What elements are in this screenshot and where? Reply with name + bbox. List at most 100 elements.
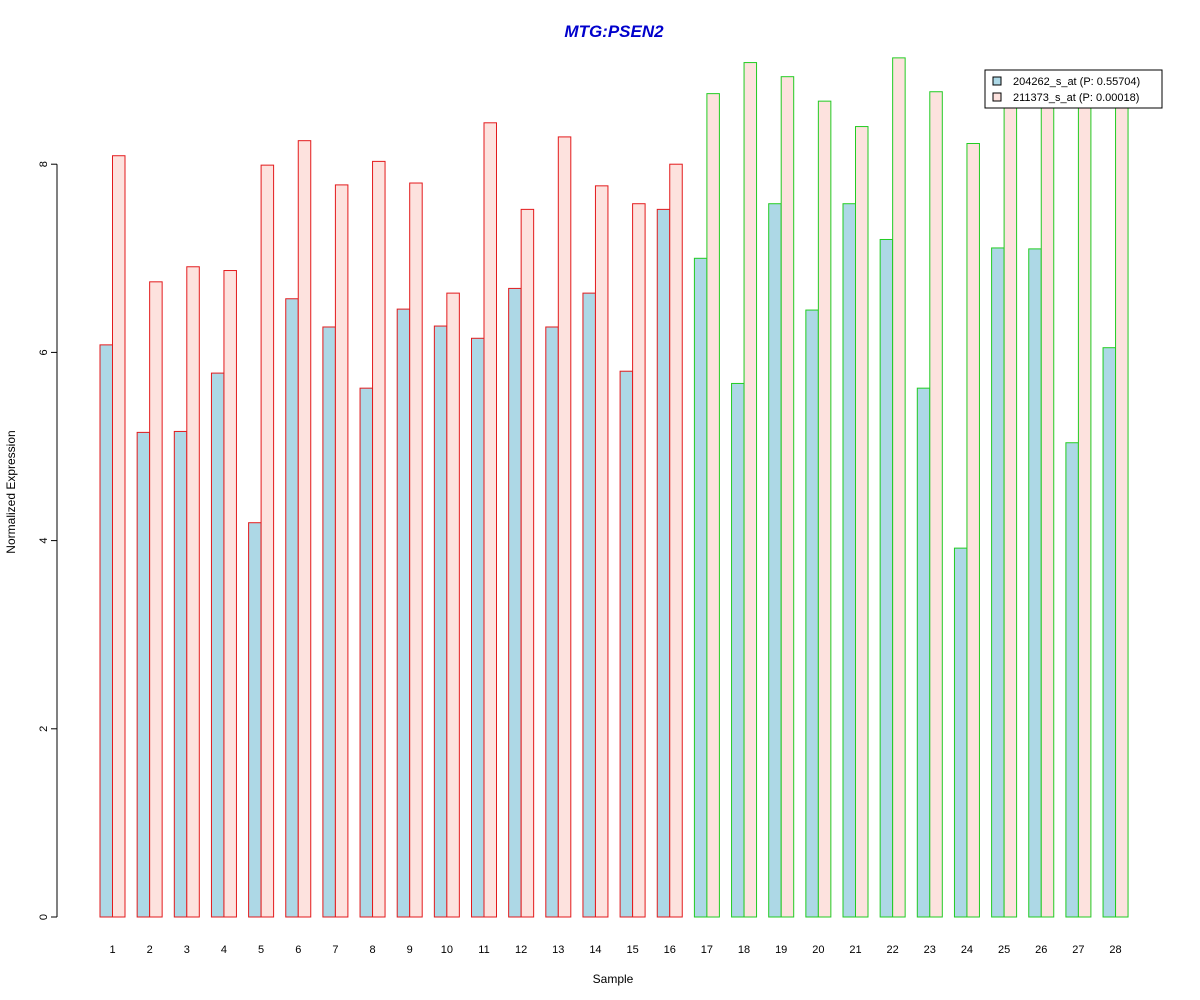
bar-s2-sample-27: [1077, 104, 1092, 918]
bar-s2-sample-9: [409, 182, 423, 918]
bar-s1-sample-28: [1102, 347, 1117, 918]
y-tick-label: 4: [38, 538, 50, 544]
bar-s1-sample-13: [545, 326, 559, 918]
x-axis-tick-labels: 1 2 3 4 5 6 7 8 9 10 11 12 13 14 15 16 17 18 19 20 21 22 23 24 2…: [109, 944, 1121, 956]
bar-s2-sample-24: [966, 143, 980, 918]
x-tick-label: 6: [295, 944, 301, 956]
bar-s2-sample-19: [780, 76, 795, 918]
bar-s1-sample-3: [173, 430, 188, 918]
bar-s2-sample-17: [706, 93, 720, 918]
bar-s2-sample-8: [372, 160, 386, 918]
bar-s2-sample-12: [520, 208, 535, 918]
bar-s2-sample-10: [446, 292, 460, 918]
bar-s1-sample-17: [693, 257, 708, 918]
legend-swatch-2: [992, 92, 1002, 102]
x-tick-label: 27: [1072, 944, 1084, 956]
bar-s2-sample-22: [892, 57, 906, 918]
bar-s1-sample-20: [805, 309, 819, 918]
bar-s1-sample-12: [508, 287, 522, 918]
x-tick-label: 13: [552, 944, 564, 956]
bar-s1-sample-19: [768, 203, 782, 918]
x-tick-label: 10: [441, 944, 453, 956]
y-tick-label: 2: [38, 726, 50, 732]
y-tick-label: 6: [38, 349, 50, 355]
x-tick-label: 21: [849, 944, 861, 956]
x-tick-label: 5: [258, 944, 264, 956]
chart-title: MTG:PSEN2: [564, 22, 664, 41]
legend-label-2: 211373_s_at (P: 0.00018): [1013, 92, 1139, 104]
y-axis-label: Normalized Expression: [4, 430, 18, 553]
x-tick-label: 28: [1109, 944, 1121, 956]
bar-s2-sample-28: [1115, 104, 1129, 918]
x-tick-label: 23: [924, 944, 936, 956]
bar-s1-sample-4: [210, 372, 225, 918]
bar-s2-sample-14: [594, 185, 609, 918]
bar-s1-sample-7: [322, 326, 336, 918]
x-axis-label: Sample: [593, 972, 634, 986]
bar-s1-sample-26: [1028, 248, 1042, 918]
x-tick-label: 20: [812, 944, 824, 956]
x-tick-label: 1: [109, 944, 115, 956]
bar-s2-sample-15: [632, 203, 646, 918]
bar-s1-sample-15: [619, 370, 634, 918]
bar-s1-sample-21: [842, 203, 856, 918]
bar-s2-sample-26: [1040, 104, 1055, 918]
x-tick-label: 15: [626, 944, 638, 956]
bar-s2-sample-7: [334, 184, 349, 918]
bar-s1-sample-1: [99, 344, 113, 918]
legend-label-1: 204262_s_at (P: 0.55704): [1013, 76, 1140, 88]
bar-s1-sample-18: [731, 382, 745, 918]
bar-s1-sample-14: [582, 292, 596, 918]
bar-s1-sample-11: [471, 337, 485, 918]
bar-s1-sample-23: [916, 387, 931, 918]
bar-s1-sample-8: [359, 387, 374, 918]
x-tick-label: 22: [887, 944, 899, 956]
x-tick-label: 4: [221, 944, 227, 956]
bar-s2-sample-23: [929, 91, 943, 918]
bar-s2-sample-1: [112, 155, 126, 918]
y-tick-label: 8: [38, 161, 50, 167]
bar-s2-sample-18: [743, 62, 758, 918]
x-tick-label: 12: [515, 944, 527, 956]
bar-s2-sample-3: [186, 266, 200, 918]
x-tick-label: 16: [664, 944, 676, 956]
x-tick-label: 17: [701, 944, 713, 956]
bar-s1-sample-27: [1065, 442, 1079, 918]
bar-s1-sample-25: [991, 247, 1005, 918]
bar-s1-sample-24: [953, 547, 968, 918]
x-tick-label: 9: [407, 944, 413, 956]
bar-s2-sample-2: [149, 281, 163, 918]
x-tick-label: 11: [478, 944, 489, 956]
legend-swatch-1: [992, 76, 1002, 86]
y-axis: 0 2 4 6 8: [38, 161, 58, 920]
x-tick-label: 7: [332, 944, 338, 956]
x-tick-label: 8: [369, 944, 375, 956]
bar-s2-sample-4: [223, 270, 237, 918]
bar-s1-sample-5: [248, 522, 262, 918]
legend-box: [984, 69, 1163, 109]
x-tick-label: 24: [961, 944, 973, 956]
x-tick-label: 19: [775, 944, 787, 956]
bar-s2-sample-21: [855, 126, 869, 918]
legend: 204262_s_at (P: 0.55704) 211373_s_at (P: …: [984, 69, 1163, 109]
x-tick-label: 2: [147, 944, 153, 956]
bar-s1-sample-16: [656, 208, 671, 918]
bar-s1-sample-2: [136, 431, 151, 918]
bar-s2-sample-6: [297, 140, 312, 918]
bars: [99, 57, 1129, 918]
x-tick-label: 3: [184, 944, 190, 956]
y-tick-label: 0: [38, 914, 50, 920]
bar-s2-sample-20: [817, 100, 832, 918]
x-tick-label: 18: [738, 944, 750, 956]
x-tick-label: 25: [998, 944, 1010, 956]
x-tick-label: 26: [1035, 944, 1047, 956]
x-tick-label: 14: [589, 944, 601, 956]
bar-s1-sample-10: [433, 325, 448, 918]
bar-s2-sample-5: [260, 164, 275, 918]
bar-s1-sample-22: [879, 238, 894, 918]
bar-s1-sample-9: [396, 308, 411, 918]
bar-s2-sample-16: [669, 163, 683, 918]
bar-s2-sample-25: [1003, 104, 1018, 918]
bar-s1-sample-6: [285, 298, 299, 918]
